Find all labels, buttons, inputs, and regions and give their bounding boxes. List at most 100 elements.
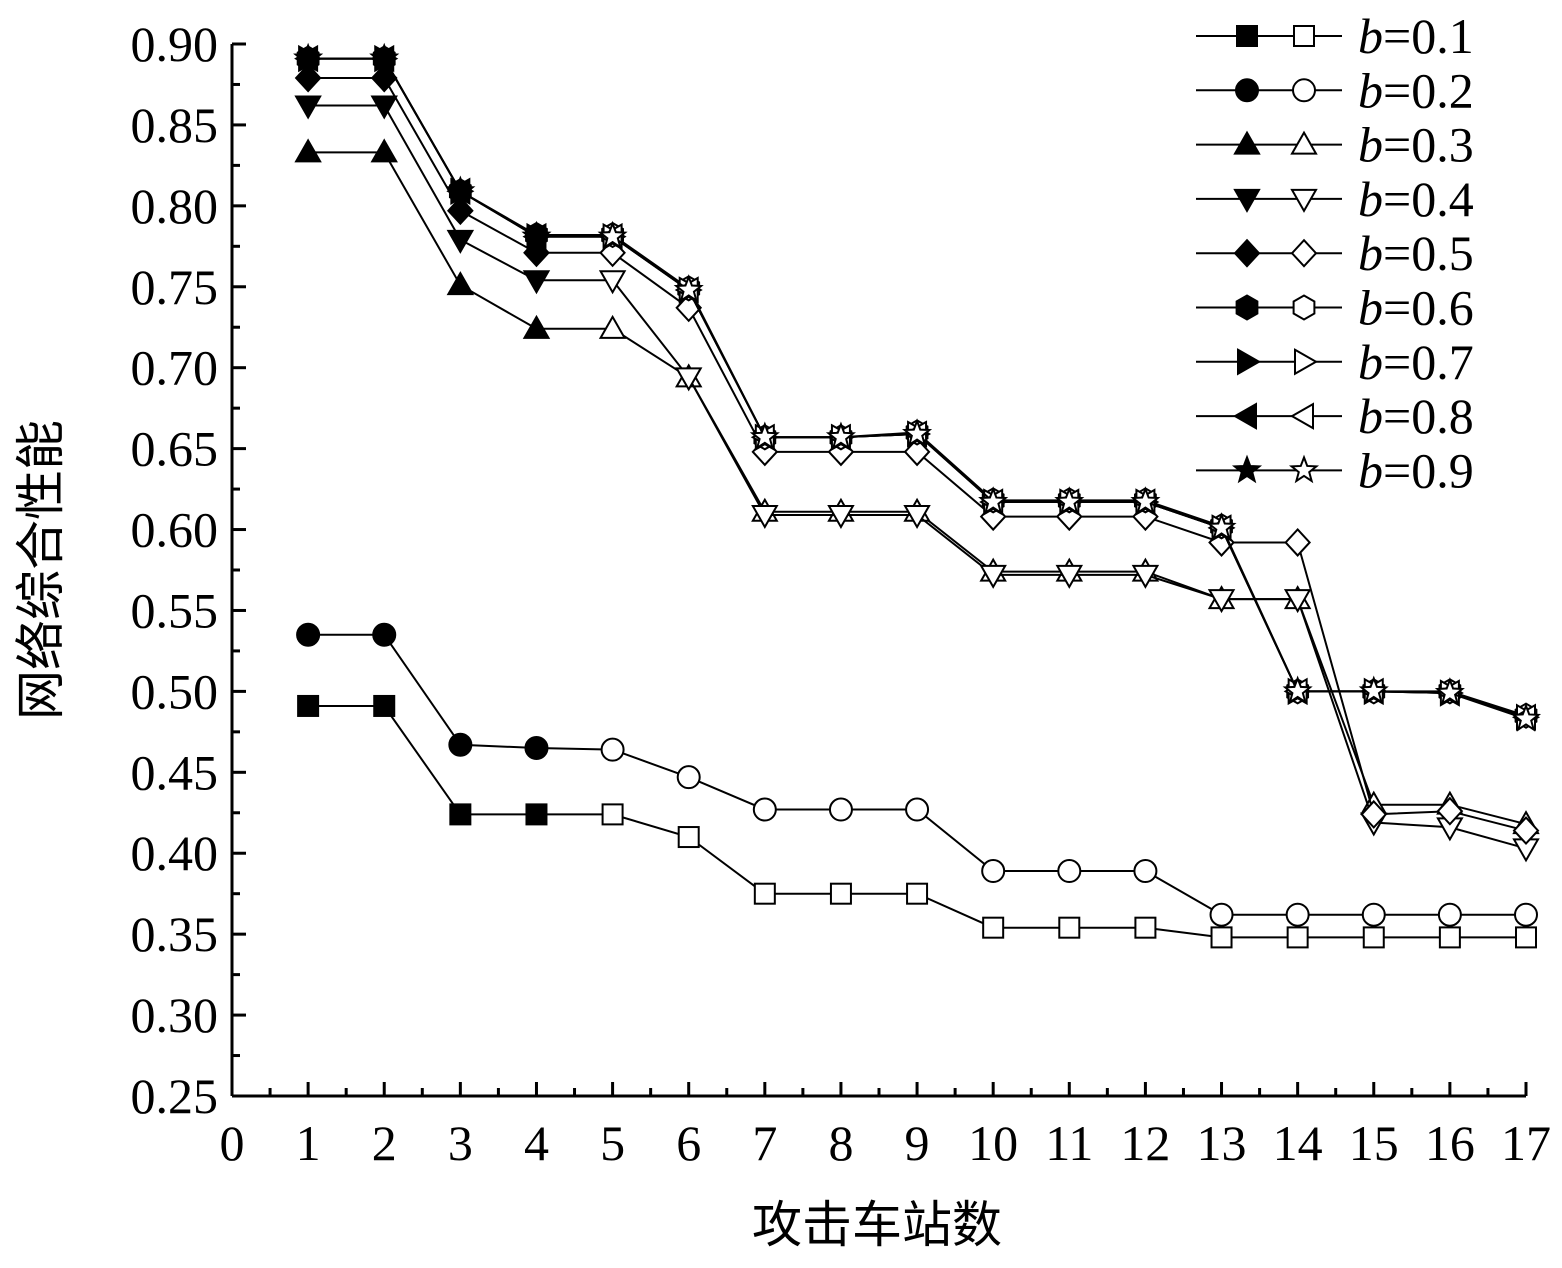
series-b-0-2: [296, 622, 1538, 927]
y-tick-label: 0.50: [131, 663, 219, 719]
legend-label: b=0.6: [1358, 280, 1474, 336]
data-point: [446, 229, 475, 254]
series-line: [308, 104, 1527, 850]
y-tick-label: 0.25: [131, 1068, 219, 1124]
data-point: [449, 803, 472, 826]
legend-label: b=0.9: [1358, 442, 1474, 498]
x-tick-label: 17: [1501, 1115, 1551, 1171]
data-point: [522, 314, 551, 339]
legend-marker-open: [1290, 188, 1318, 213]
data-point: [1207, 589, 1236, 614]
data-point: [1057, 859, 1082, 884]
data-point: [1134, 916, 1157, 939]
legend-marker-open: [1294, 348, 1319, 376]
legend-label: b=0.4: [1358, 171, 1474, 227]
legend-entry: b=0.6: [1196, 280, 1474, 336]
data-point: [905, 797, 930, 822]
data-point: [753, 882, 776, 905]
data-point: [1512, 816, 1540, 846]
y-tick-label: 0.40: [131, 825, 219, 881]
axes: 0.25 0.30 0.35 0.40 0.45 0.50 0.55 0.60 0.65 0.70…: [131, 16, 1552, 1171]
y-tick-label: 0.75: [131, 259, 219, 315]
legend-marker-filled: [1233, 238, 1261, 268]
series-b-0-8: [294, 44, 1536, 732]
data-point: [902, 418, 933, 447]
series-b-0-1: [297, 694, 1537, 949]
data-point: [1209, 902, 1234, 927]
series-b-0-6: [296, 45, 1538, 729]
x-axis-label: 攻击车站数: [752, 1196, 1002, 1254]
data-point: [1284, 528, 1312, 557]
data-point: [1514, 902, 1538, 927]
x-tick-label: 0: [220, 1115, 245, 1171]
data-point: [1133, 859, 1158, 884]
y-tick-label: 0.35: [131, 906, 219, 962]
data-point: [1362, 926, 1385, 949]
data-point: [370, 95, 398, 120]
x-tick-label: 12: [1120, 1115, 1170, 1171]
x-tick-label: 6: [676, 1115, 701, 1171]
data-point: [448, 732, 473, 757]
data-point: [294, 63, 322, 93]
data-point: [827, 504, 855, 529]
legend-marker-open: [1289, 402, 1314, 430]
x-tick-label: 9: [905, 1115, 930, 1171]
series-b-0-3: [294, 138, 1540, 835]
data-point: [979, 564, 1007, 589]
data-point: [598, 270, 627, 295]
data-point: [525, 803, 548, 826]
data-point: [1285, 902, 1310, 927]
y-tick-label: 0.45: [131, 744, 219, 800]
legend-label: b=0.7: [1358, 334, 1474, 390]
data-point: [749, 421, 780, 451]
data-point: [751, 504, 779, 529]
data-point: [1058, 916, 1081, 939]
data-point: [1282, 675, 1313, 705]
data-point: [677, 826, 700, 849]
data-point: [598, 314, 627, 339]
legend-marker-filled: [1232, 402, 1257, 430]
y-tick-label: 0.30: [131, 987, 219, 1043]
data-point: [446, 271, 475, 296]
legend-label: b=0.5: [1358, 225, 1474, 281]
y-tick-label: 0.65: [131, 421, 219, 477]
x-tick-label: 15: [1349, 1115, 1399, 1171]
legend-marker-filled: [1231, 454, 1263, 484]
data-point: [1055, 564, 1084, 589]
data-point: [978, 486, 1009, 515]
legend-label: b=0.2: [1358, 62, 1474, 118]
y-tick-label: 0.70: [131, 340, 219, 396]
legend-label: b=0.8: [1358, 388, 1474, 444]
series-line: [308, 151, 1527, 826]
legend-marker-open: [1290, 238, 1318, 268]
data-point: [293, 42, 324, 72]
legend-entry: b=0.5: [1196, 225, 1474, 281]
series-b-0-9: [293, 42, 1542, 732]
data-point: [294, 95, 322, 120]
data-point: [673, 274, 704, 303]
legend-marker-filled: [1237, 348, 1262, 376]
legend-marker-open: [1292, 294, 1316, 321]
legend-entry: b=0.4: [1196, 171, 1474, 227]
data-point: [825, 421, 856, 451]
data-point: [446, 196, 474, 226]
data-point: [297, 694, 320, 717]
data-point: [1361, 902, 1386, 927]
data-point: [597, 220, 628, 250]
legend-label: b=0.1: [1358, 8, 1474, 64]
series-b-0-7: [298, 44, 1541, 732]
legend-entry: b=0.3: [1196, 117, 1474, 173]
legend-marker-filled: [1233, 188, 1261, 213]
x-tick-label: 2: [372, 1115, 397, 1171]
data-point: [828, 797, 853, 822]
x-tick-label: 11: [1045, 1115, 1093, 1171]
legend-entry: b=0.1: [1196, 8, 1474, 64]
data-point: [981, 859, 1006, 884]
data-point: [1054, 486, 1085, 515]
y-tick-label: 0.85: [131, 97, 219, 153]
data-point: [752, 797, 777, 822]
x-tick-label: 1: [296, 1115, 321, 1171]
data-point: [522, 270, 551, 295]
data-point: [1438, 926, 1461, 949]
